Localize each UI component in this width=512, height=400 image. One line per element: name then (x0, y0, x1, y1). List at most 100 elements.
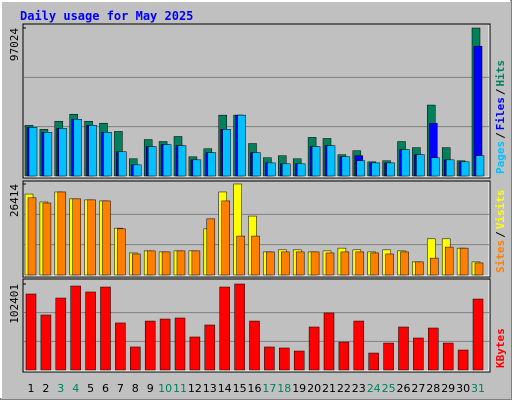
x-tick-label: 26 (397, 382, 411, 395)
bar (282, 163, 291, 177)
legend: Sites /Visits (494, 190, 507, 274)
x-tick-label: 21 (322, 382, 336, 395)
bar (385, 253, 394, 276)
bar (356, 160, 366, 177)
x-tick-label: 31 (471, 382, 485, 395)
bar (398, 326, 409, 371)
bar (237, 114, 246, 177)
bar (430, 257, 439, 276)
bar (130, 346, 141, 371)
legend: KBytes (494, 328, 507, 368)
bar (88, 125, 97, 177)
bar (325, 252, 335, 276)
bar (147, 146, 157, 177)
bar (295, 251, 305, 276)
x-tick-label: 6 (102, 382, 109, 395)
bar (102, 200, 111, 276)
x-tick-label: 8 (132, 382, 139, 395)
bar (146, 250, 156, 276)
bar (296, 163, 306, 177)
legend-separator: / (494, 231, 507, 238)
x-tick-label: 17 (262, 382, 276, 395)
bar (189, 336, 201, 371)
bar (118, 151, 127, 177)
bar (279, 347, 290, 371)
x-tick-label: 14 (218, 382, 232, 395)
bar (27, 197, 37, 276)
x-tick-label: 28 (426, 382, 440, 395)
bar (457, 349, 469, 371)
bar (338, 341, 350, 371)
bar (281, 251, 290, 276)
bar (234, 283, 245, 371)
bar (117, 228, 126, 276)
x-tick-label: 25 (382, 382, 396, 395)
bar (42, 202, 52, 276)
bar (340, 251, 350, 276)
legend: Pages/Files/Hits (494, 60, 507, 174)
bar (162, 144, 172, 177)
x-tick-label: 27 (411, 382, 425, 395)
panel-bevel (24, 25, 490, 178)
legend-entry: Sites (494, 240, 507, 273)
bar (221, 200, 230, 276)
bar (40, 314, 52, 371)
bar (177, 145, 187, 177)
bar (267, 162, 276, 177)
bar (73, 119, 82, 177)
bar (192, 159, 202, 177)
x-tick-label: 9 (147, 382, 154, 395)
bar (103, 132, 112, 177)
legend-entry: Files (494, 97, 507, 130)
x-tick-label: 1 (28, 382, 35, 395)
bar (58, 128, 68, 177)
x-tick-label: 19 (292, 382, 306, 395)
x-tick-label: 24 (367, 382, 381, 395)
bar (416, 154, 425, 177)
bar (413, 337, 424, 371)
bar (236, 235, 245, 276)
bar (400, 251, 409, 276)
x-tick-label: 23 (352, 382, 366, 395)
bar (341, 156, 351, 177)
bar (442, 342, 454, 371)
bar (264, 346, 275, 371)
legend-entry: Pages (494, 141, 507, 174)
bar (311, 146, 321, 177)
x-tick-label: 15 (233, 382, 247, 395)
x-tick-label: 16 (248, 382, 262, 395)
bar (383, 342, 394, 371)
bar (191, 250, 201, 276)
bar (431, 157, 440, 177)
bar (100, 286, 111, 371)
x-tick-label: 22 (337, 382, 351, 395)
bar (207, 152, 217, 177)
x-tick-label: 5 (87, 382, 94, 395)
bar (252, 152, 261, 177)
y-tick-label: 97024 (8, 28, 21, 61)
bar (204, 324, 216, 371)
panel-bevel (24, 280, 490, 372)
y-tick-label: 102401 (8, 284, 21, 324)
bar (428, 327, 439, 371)
legend-entry: KBytes (494, 328, 507, 368)
x-tick-label: 29 (441, 382, 455, 395)
chart-title: Daily usage for May 2025 (20, 9, 193, 23)
bar (132, 253, 141, 276)
bar (159, 318, 171, 371)
bar (323, 312, 335, 371)
x-tick-label: 4 (72, 382, 79, 395)
bar (368, 352, 379, 371)
bar (57, 191, 67, 276)
x-tick-label: 11 (173, 382, 187, 395)
bar (72, 198, 81, 276)
bar (25, 293, 37, 371)
bar (87, 199, 96, 276)
bar (70, 285, 81, 371)
x-tick-label: 10 (158, 382, 172, 395)
x-tick-label: 2 (42, 382, 49, 395)
bar (174, 317, 186, 371)
legend-entry: Hits (494, 60, 507, 87)
